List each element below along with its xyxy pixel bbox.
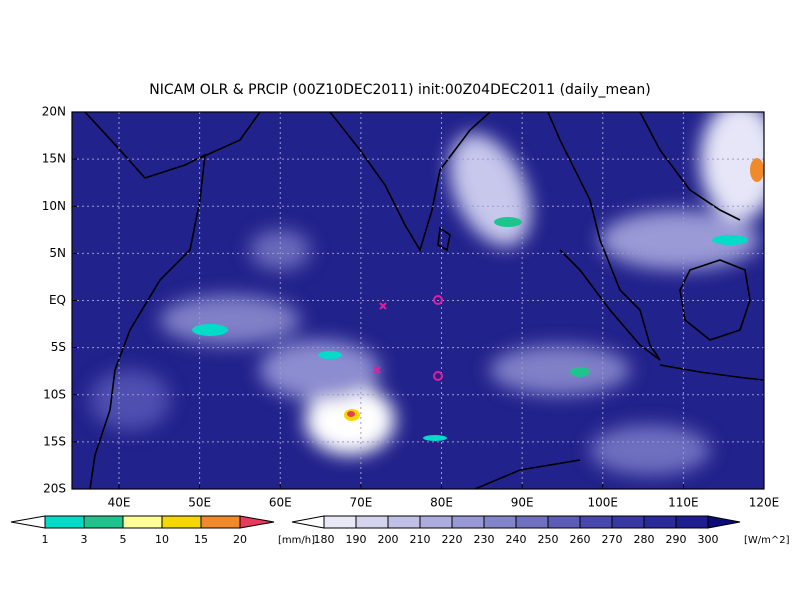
colorbar-segment	[161, 515, 202, 529]
lon-label: 110E	[668, 496, 699, 510]
colorbar-segment	[200, 515, 241, 529]
colorbar-end	[291, 515, 325, 529]
lon-label: 120E	[749, 496, 780, 510]
lat-label: 5N	[49, 246, 66, 260]
markers	[373, 295, 443, 381]
lat-label: 10N	[42, 199, 66, 213]
lat-label: 15S	[43, 434, 66, 448]
colorbar-end	[10, 515, 46, 529]
lon-label: 60E	[269, 496, 292, 510]
colorbar-segment	[611, 515, 645, 529]
colorbar-label: 250	[538, 533, 559, 546]
lon-label: 80E	[430, 496, 453, 510]
colorbar-segment	[643, 515, 677, 529]
colorbar-label: 1	[42, 533, 49, 546]
colorbar-label: 5	[120, 533, 127, 546]
lon-label: 40E	[108, 496, 131, 510]
grid	[72, 112, 764, 489]
colorbar-label: 190	[346, 533, 367, 546]
colorbar-label: 10	[155, 533, 169, 546]
colorbar-label: 260	[570, 533, 591, 546]
lat-label: 20N	[42, 105, 66, 119]
colorbar-segment	[547, 515, 581, 529]
colorbar-label: 200	[378, 533, 399, 546]
colorbar-label: 240	[506, 533, 527, 546]
coastline	[199, 112, 491, 252]
lat-label: EQ	[49, 293, 66, 307]
colorbar-segment	[323, 515, 357, 529]
coastline	[639, 112, 751, 341]
colorbar-label: 300	[698, 533, 719, 546]
colorbar-label: 20	[233, 533, 247, 546]
colorbar-segment	[44, 515, 85, 529]
coastline	[84, 112, 206, 489]
colorbar-segment	[451, 515, 485, 529]
rain-cells	[192, 158, 764, 441]
coastline	[547, 112, 661, 361]
lat-label: 20S	[43, 482, 66, 496]
colorbar-segment	[387, 515, 421, 529]
colorbar-segment	[675, 515, 709, 529]
coastline	[437, 226, 451, 252]
lon-label: 100E	[588, 496, 619, 510]
colorbar-label: 280	[634, 533, 655, 546]
lat-label: 5S	[51, 340, 66, 354]
coastline	[474, 364, 764, 489]
lon-label: 90E	[511, 496, 534, 510]
lon-label: 50E	[188, 496, 211, 510]
colorbar-label: 210	[410, 533, 431, 546]
colorbar-unit: [W/m^2]	[744, 535, 790, 546]
lat-label: 10S	[43, 387, 66, 401]
colorbar-label: 290	[666, 533, 687, 546]
title: NICAM OLR & PRCIP (00Z10DEC2011) init:00…	[149, 82, 650, 98]
colorbar-label: 220	[442, 533, 463, 546]
colorbar-label: 270	[602, 533, 623, 546]
colorbar-segment	[579, 515, 613, 529]
colorbar-segment	[483, 515, 517, 529]
colorbar-label: 180	[314, 533, 335, 546]
colorbar-segment	[83, 515, 124, 529]
colorbar-segment	[515, 515, 549, 529]
lat-label: 15N	[42, 152, 66, 166]
colorbar-label: 3	[81, 533, 88, 546]
colorbar-end	[707, 515, 741, 529]
map	[72, 112, 764, 489]
colorbar-label: 230	[474, 533, 495, 546]
colorbar-segment	[419, 515, 453, 529]
colorbar-segment	[122, 515, 163, 529]
colorbar-segment	[355, 515, 389, 529]
colorbar-unit: [mm/h]	[278, 535, 315, 546]
colorbar-end	[239, 515, 275, 529]
colorbar-label: 15	[194, 533, 208, 546]
lon-label: 70E	[349, 496, 372, 510]
